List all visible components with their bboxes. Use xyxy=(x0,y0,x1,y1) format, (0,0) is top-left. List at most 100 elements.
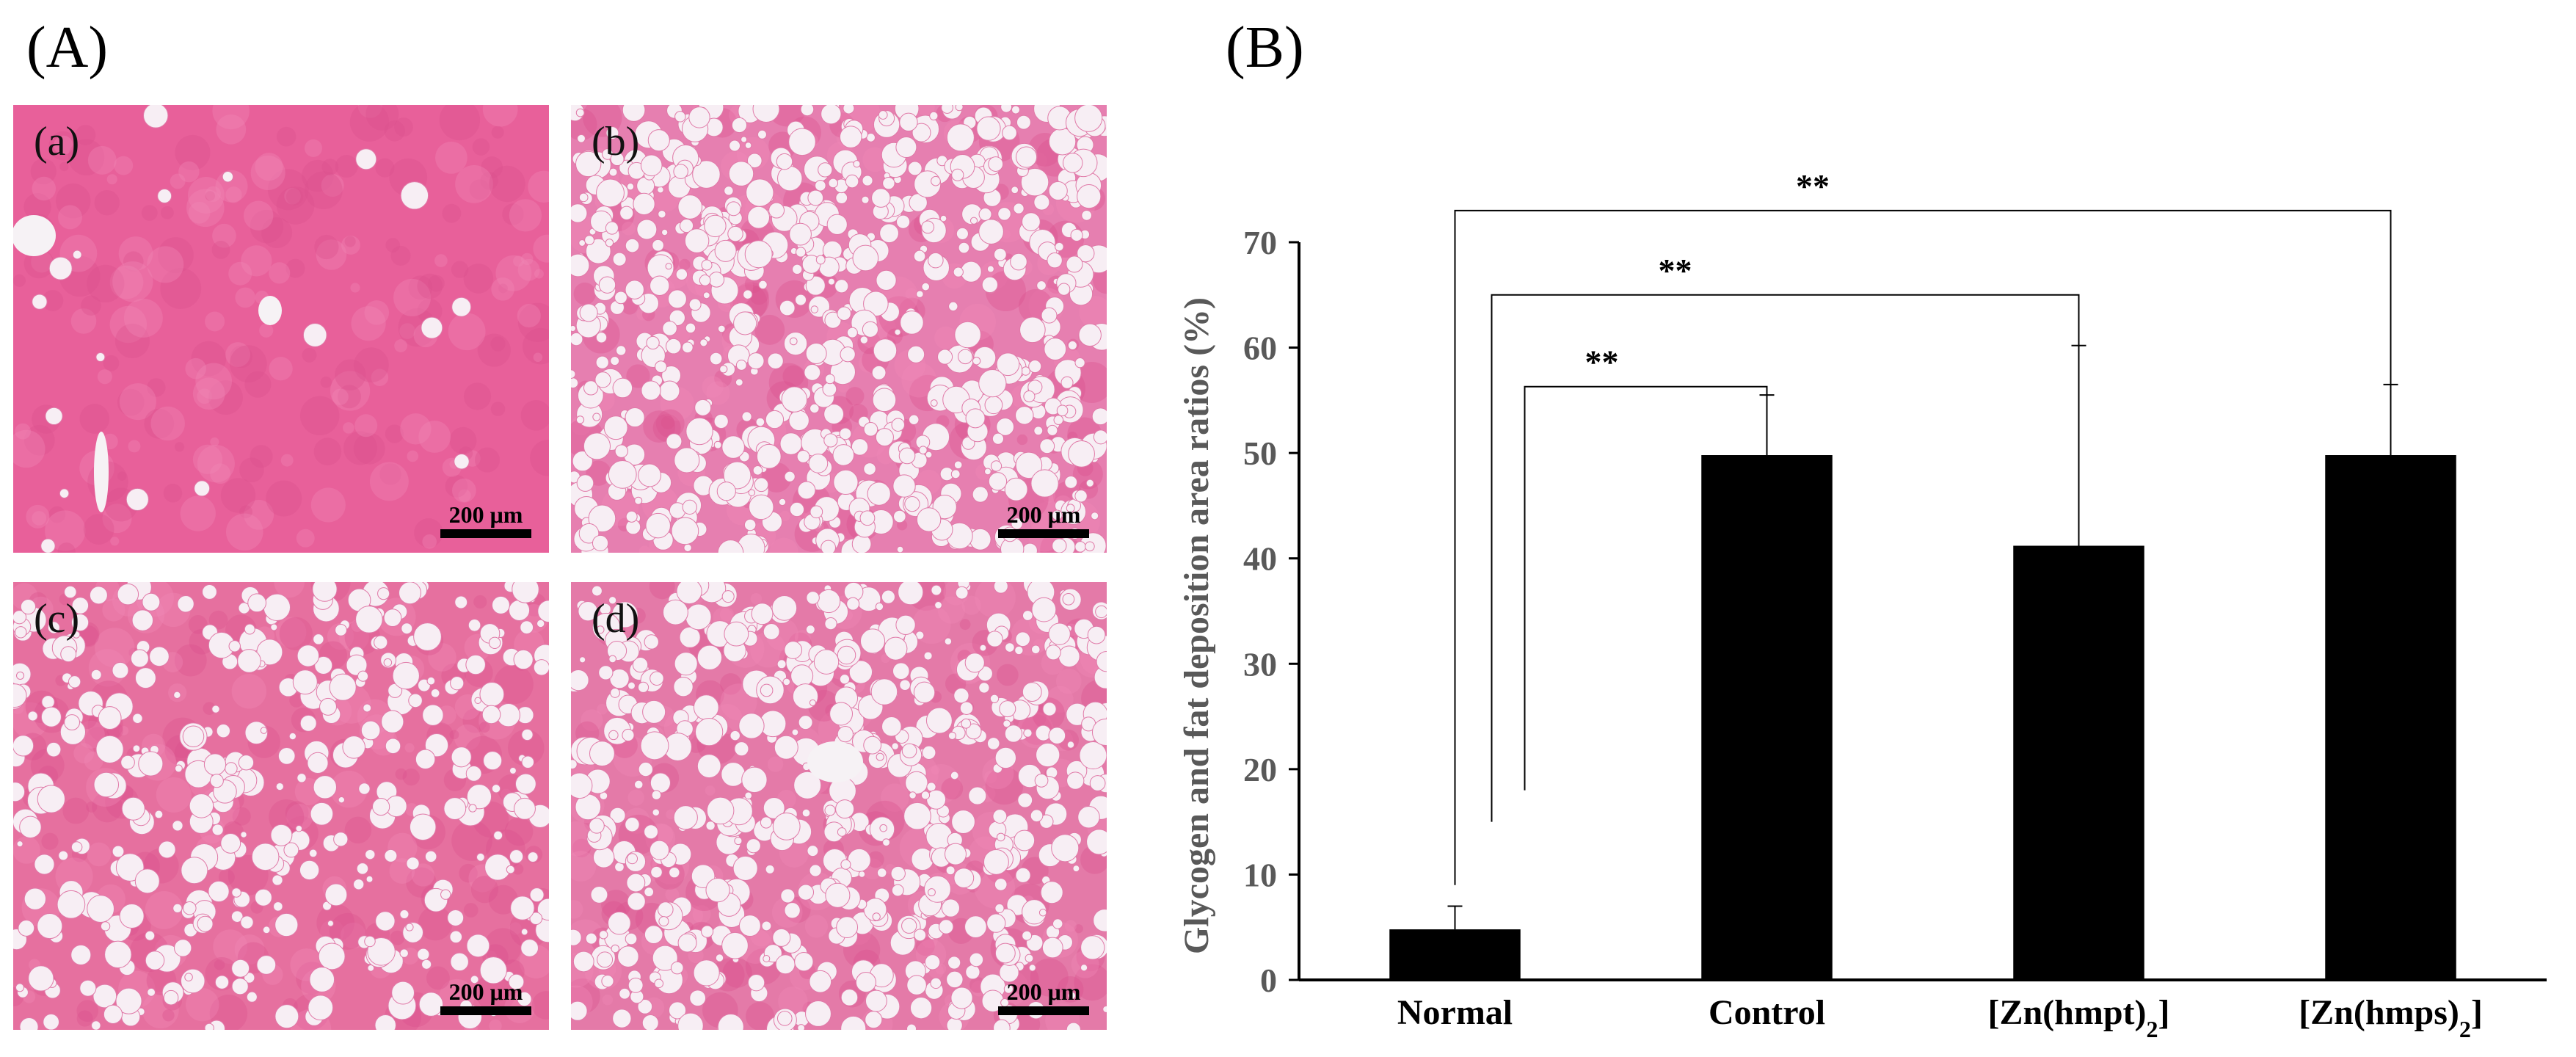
vacuole xyxy=(719,365,728,374)
vacuole xyxy=(614,444,629,458)
tissue-texture xyxy=(498,283,508,294)
vacuole xyxy=(958,241,970,254)
vacuole xyxy=(408,693,423,708)
vacuole xyxy=(415,749,436,770)
vacuole xyxy=(1033,426,1044,436)
vacuole xyxy=(514,773,536,795)
vacuole xyxy=(1015,146,1038,168)
vacuole xyxy=(536,619,545,628)
vacuole xyxy=(907,345,925,363)
vacuole xyxy=(578,192,589,203)
vacuole xyxy=(13,683,27,708)
vacuole xyxy=(400,181,429,210)
vacuole xyxy=(1047,252,1063,269)
vacuole xyxy=(112,661,129,679)
vacuole xyxy=(796,247,807,258)
vacuole xyxy=(571,1000,588,1021)
tissue-texture xyxy=(449,730,459,740)
vacuole xyxy=(309,967,335,992)
vacuole xyxy=(950,469,961,479)
vacuole xyxy=(871,365,887,380)
vacuole xyxy=(797,884,815,901)
vacuole xyxy=(644,634,659,650)
vacuole xyxy=(90,669,102,680)
vacuole xyxy=(447,909,465,926)
vacuole xyxy=(824,311,842,329)
tissue-texture xyxy=(406,867,437,898)
tissue-texture xyxy=(720,673,742,695)
vacuole xyxy=(704,214,727,238)
tissue-texture xyxy=(214,959,225,970)
vacuole xyxy=(465,766,482,782)
tissue-texture xyxy=(123,298,163,338)
vacuole xyxy=(641,1014,659,1030)
vacuole xyxy=(134,667,156,689)
vacuole xyxy=(953,688,969,704)
tissue-texture xyxy=(495,255,532,291)
tissue-texture xyxy=(445,475,468,498)
vacuole xyxy=(89,586,108,605)
tissue-texture xyxy=(434,254,448,267)
tissue-texture xyxy=(530,440,549,476)
vacuole xyxy=(859,510,876,526)
vacuole xyxy=(1027,379,1043,395)
vacuole xyxy=(891,742,899,750)
tissue-texture xyxy=(1055,668,1082,694)
vacuole xyxy=(996,352,1020,377)
vacuole xyxy=(969,217,978,225)
vacuole xyxy=(738,713,765,739)
tissue-texture xyxy=(269,262,291,284)
vacuole xyxy=(180,968,205,994)
vacuole xyxy=(931,584,942,596)
tissue-texture xyxy=(661,415,675,429)
vacuole xyxy=(784,902,801,919)
vacuole xyxy=(696,754,721,779)
category-label-subscript: 2 xyxy=(2147,1016,2158,1042)
tissue-texture xyxy=(473,595,487,609)
vacuole xyxy=(426,676,436,686)
vacuole xyxy=(699,275,711,286)
vacuole xyxy=(104,940,132,969)
vacuole xyxy=(529,912,543,926)
vacuole xyxy=(13,782,26,802)
tissue-texture xyxy=(395,768,407,780)
bar xyxy=(1701,455,1833,980)
tissue-texture xyxy=(41,832,59,850)
tissue-texture xyxy=(114,323,150,358)
vacuole xyxy=(579,656,586,664)
y-tick-label: 60 xyxy=(1243,330,1277,367)
vacuole xyxy=(467,618,481,632)
vacuole xyxy=(747,206,771,229)
vacuole xyxy=(1022,212,1041,231)
tissue-texture xyxy=(188,202,211,224)
vacuole xyxy=(204,1023,214,1030)
tissue-texture xyxy=(375,158,395,178)
vacuole xyxy=(405,923,414,931)
tissue-texture xyxy=(439,105,481,141)
tissue-texture xyxy=(156,777,192,813)
vacuole xyxy=(1058,283,1071,296)
vacuole xyxy=(734,741,749,757)
vacuole xyxy=(125,487,149,511)
vacuole xyxy=(733,311,757,335)
vacuole xyxy=(450,952,469,972)
vacuole xyxy=(247,593,267,613)
vacuole xyxy=(969,952,984,967)
scale-bar-b-text: 200 μm xyxy=(1006,501,1081,528)
vacuole xyxy=(865,989,887,1012)
vacuole xyxy=(947,956,961,970)
vacuole xyxy=(851,534,872,553)
tissue-texture xyxy=(48,131,79,161)
vacuole xyxy=(173,939,192,957)
vacuole xyxy=(865,1011,883,1029)
vacuole xyxy=(1066,255,1083,273)
tissue-texture xyxy=(364,300,390,325)
vacuole xyxy=(839,126,862,148)
vacuole xyxy=(48,256,73,280)
vacuole xyxy=(837,827,847,837)
tissue-texture xyxy=(216,114,247,145)
vacuole xyxy=(1002,125,1017,141)
vacuole xyxy=(244,623,255,635)
vacuole xyxy=(238,755,255,771)
tissue-texture xyxy=(208,610,228,630)
